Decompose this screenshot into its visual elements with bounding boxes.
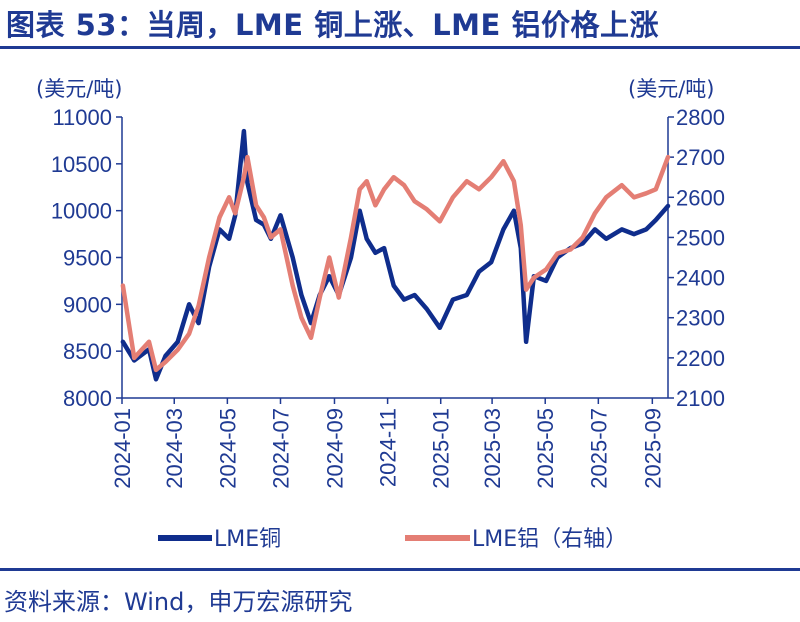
right-tick-label: 2700 — [676, 145, 725, 170]
left-axis-unit: (美元/吨) — [36, 77, 122, 101]
axes: 8000 8500 9000 9500 10000 10500 11000 2100 2200 2… — [51, 105, 725, 489]
right-tick-label: 2100 — [676, 386, 725, 411]
legend: LME铜 LME铝（右轴） — [158, 527, 627, 552]
x-tick-label: 2024-07 — [268, 408, 293, 489]
left-tick-label: 8000 — [63, 386, 112, 411]
source-note: 资料来源：Wind，申万宏源研究 — [4, 588, 353, 616]
x-tick-label: 2024-11 — [376, 408, 401, 487]
x-tick-label: 2025-01 — [429, 408, 454, 489]
chart-title: 图表 53：当周，LME 铜上涨、LME 铝价格上涨 — [6, 8, 659, 42]
x-tick-label: 2025-09 — [640, 408, 665, 489]
right-tick-label: 2300 — [676, 306, 725, 331]
left-tick-label: 9000 — [63, 292, 112, 317]
left-tick-label: 9500 — [63, 246, 112, 271]
legend-label-copper: LME铜 — [214, 527, 281, 552]
left-tick-label: 10000 — [51, 199, 112, 224]
right-tick-label: 2200 — [676, 346, 725, 371]
dual-axis-line-chart: (美元/吨) (美元/吨) 8000 8500 9000 9500 10000 10500… — [36, 77, 725, 552]
right-tick-label: 2800 — [676, 105, 725, 130]
x-tick-label: 2025-03 — [480, 408, 505, 489]
series-line-aluminum — [120, 154, 671, 373]
right-tick-label: 2600 — [676, 185, 725, 210]
x-tick-label: 2025-05 — [533, 408, 558, 489]
x-tick-label: 2024-05 — [215, 408, 240, 489]
left-tick-label: 10500 — [51, 152, 112, 177]
x-tick-label: 2024-01 — [110, 408, 135, 489]
left-tick-label: 11000 — [52, 105, 112, 130]
right-axis-unit: (美元/吨) — [628, 77, 714, 101]
series-line-copper — [120, 128, 671, 382]
left-tick-label: 8500 — [63, 339, 112, 364]
source-divider — [0, 568, 800, 571]
x-tick-label: 2024-03 — [162, 408, 187, 489]
right-tick-label: 2400 — [676, 266, 725, 291]
series-layer — [120, 128, 671, 382]
title-divider — [0, 46, 800, 49]
x-tick-label: 2025-07 — [586, 408, 611, 489]
x-tick-label: 2024-09 — [322, 408, 347, 489]
right-tick-label: 2500 — [676, 225, 725, 250]
legend-label-aluminum: LME铝（右轴） — [472, 527, 627, 552]
